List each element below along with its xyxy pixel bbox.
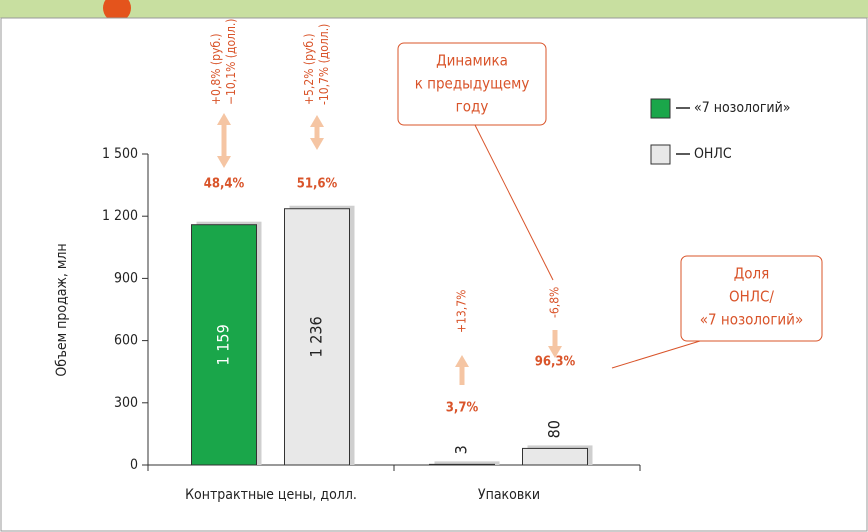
bar (522, 447, 588, 466)
value-label: 1 159 (214, 324, 233, 365)
callout-text: году (456, 98, 489, 116)
header-band (0, 0, 868, 18)
share-label: 51,6% (297, 177, 338, 192)
y-tick-label: 900 (114, 270, 138, 286)
value-label: 3 (452, 445, 471, 454)
change-label: +5,2% (руб.) (302, 33, 316, 105)
callout-text: Динамика (436, 52, 508, 70)
legend-swatch (650, 98, 671, 119)
callout-text: Доля (734, 265, 770, 283)
y-axis-label: Объем продаж, млн (54, 243, 70, 376)
arrow-head (455, 355, 469, 367)
callout-text: к предыдущему (415, 75, 530, 93)
callout-line (474, 124, 554, 281)
legend-label: ОНЛС (694, 146, 732, 162)
arrow-head (310, 138, 324, 150)
callout-box (397, 42, 547, 126)
value-label: 80 (545, 420, 564, 438)
bar (191, 224, 257, 466)
change-label: -6,8% (548, 287, 562, 318)
arrow-head (548, 346, 562, 358)
share-label: 96,3% (535, 355, 576, 370)
arrow-head (310, 115, 324, 127)
arrow-head (217, 156, 231, 168)
header-icon (103, 0, 131, 22)
y-tick-label: 0 (130, 457, 138, 473)
share-label: 3,7% (446, 401, 479, 416)
change-label: -10,7% (долл.) (317, 24, 331, 105)
y-tick-label: 600 (114, 333, 138, 349)
legend-label: «7 нозологий» (694, 100, 791, 116)
bar (284, 208, 350, 466)
callout-text: «7 нозологий» (700, 311, 803, 329)
callout-line (611, 340, 701, 369)
legend-swatch (650, 144, 671, 165)
bar (429, 463, 495, 466)
bar-shadow (434, 461, 500, 465)
arrow-head (217, 113, 231, 125)
change-label: −10,1% (долл.) (224, 19, 238, 106)
x-tick-label: Упаковки (478, 487, 540, 503)
y-tick-label: 1 500 (102, 146, 138, 162)
y-tick-label: 300 (114, 395, 138, 411)
y-tick-label: 1 200 (102, 208, 138, 224)
change-label: +13,7% (455, 290, 469, 333)
callout-text: ОНЛС/ (729, 288, 774, 306)
share-label: 48,4% (204, 177, 245, 192)
x-tick-label: Контрактные цены, долл. (185, 487, 357, 503)
callout-box (680, 255, 823, 342)
change-label: +0,8% (руб.) (209, 33, 223, 105)
value-label: 1 236 (307, 316, 326, 357)
